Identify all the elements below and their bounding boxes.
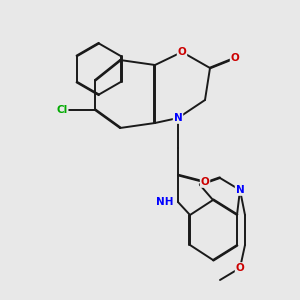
Text: O: O [236,263,244,273]
Text: O: O [201,177,209,187]
Text: O: O [178,47,186,57]
Text: N: N [174,113,182,123]
Text: Cl: Cl [56,105,68,115]
Text: N: N [236,185,244,195]
Text: NH: NH [156,197,173,207]
Text: O: O [231,53,239,63]
